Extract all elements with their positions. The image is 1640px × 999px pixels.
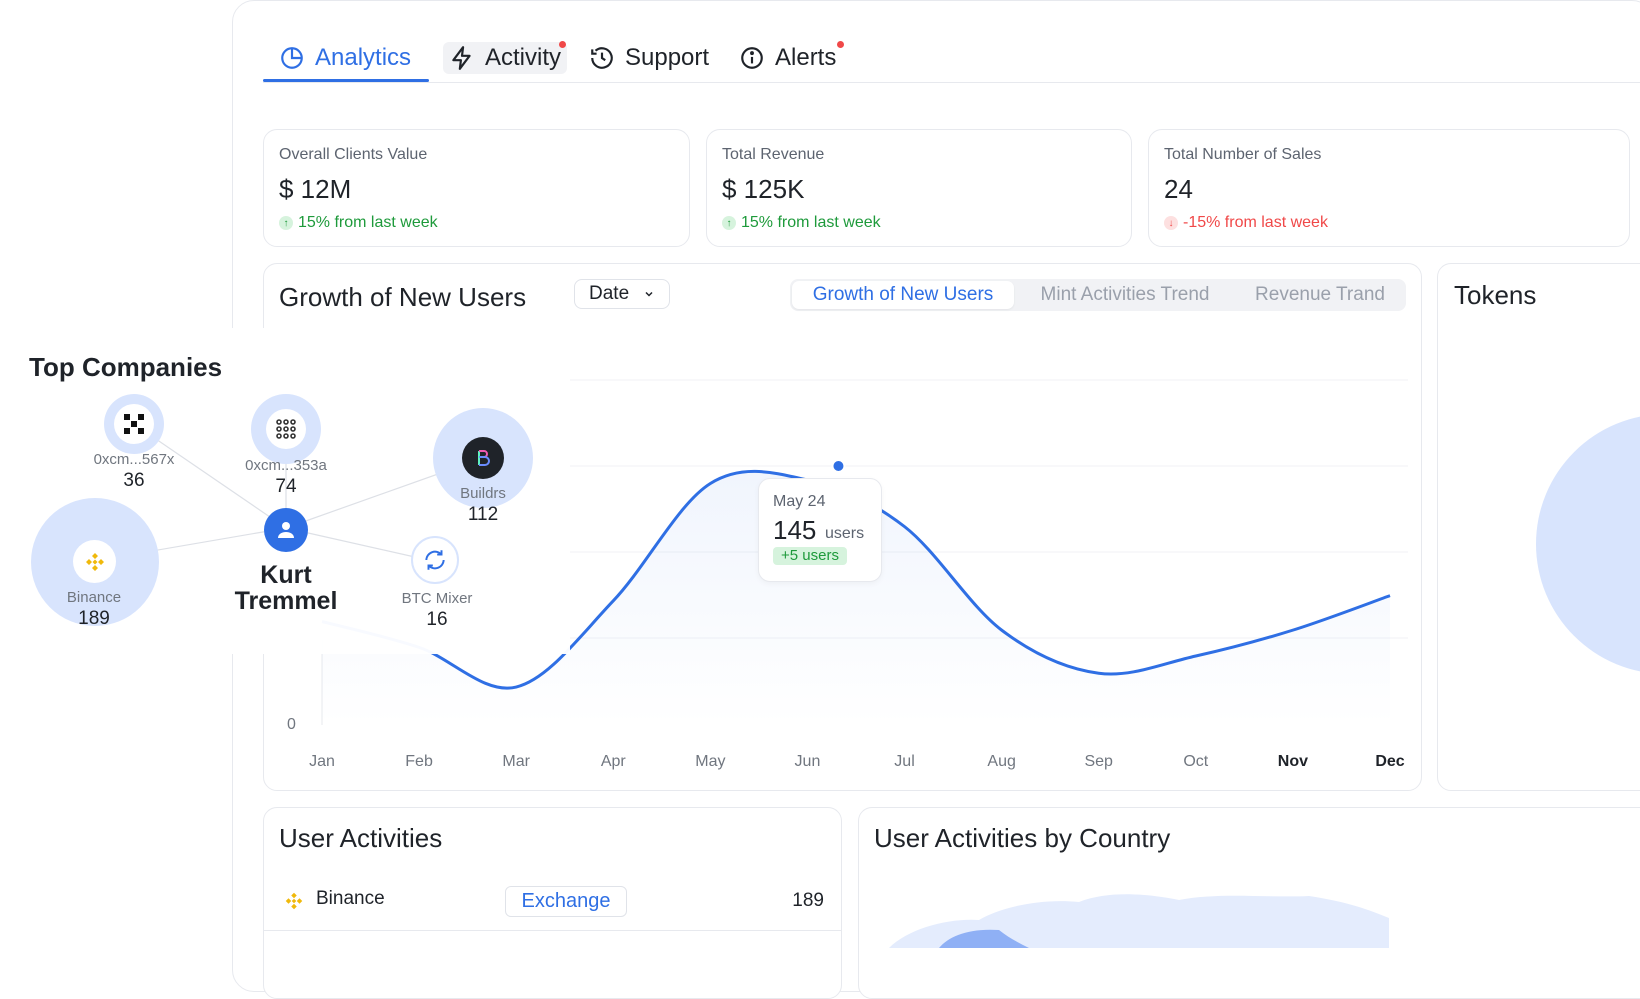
company-label: Binance xyxy=(66,589,122,606)
grid-dots-icon xyxy=(266,409,306,449)
x-axis-tick-label: Nov xyxy=(1277,753,1309,770)
stat-title: Overall Clients Value xyxy=(279,146,428,163)
tab-label: Alerts xyxy=(775,44,837,71)
tab-activity[interactable]: Activity xyxy=(443,42,568,74)
active-tab-indicator xyxy=(263,79,429,82)
refresh-icon[interactable] xyxy=(411,536,459,584)
history-icon xyxy=(591,47,613,69)
stat-value: 24 xyxy=(1164,174,1193,204)
x-axis-tick-label: Dec xyxy=(1375,753,1405,770)
tooltip-delta-badge: +5 users xyxy=(773,547,847,565)
stat-value: $ 125K xyxy=(722,174,805,204)
token-bubble xyxy=(1536,414,1640,674)
chevron-down-icon xyxy=(645,291,653,297)
chart-tooltip: May 24 145 users +5 users xyxy=(758,478,882,582)
tab-label: Activity xyxy=(485,44,562,71)
x-axis-tick-label: Feb xyxy=(405,753,433,770)
stat-card-clients-value: Overall Clients Value $ 12M ↑ 15% from l… xyxy=(263,129,690,247)
tab-label: Analytics xyxy=(315,44,412,71)
activity-name: Binance xyxy=(316,888,385,909)
x-axis-tick-label: Aug xyxy=(987,753,1016,770)
tokens-card: Tokens xyxy=(1437,263,1640,791)
stat-change: ↑ 15% from last week xyxy=(279,214,438,232)
tooltip-date: May 24 xyxy=(773,493,826,510)
segment-revenue[interactable]: Revenue Trand xyxy=(1255,284,1385,305)
stat-change-text: 15% from last week xyxy=(298,214,438,231)
tab-support[interactable]: Support xyxy=(589,36,709,80)
user-activities-card: User Activities Binance Exchange 189 xyxy=(263,807,842,999)
tab-label: Support xyxy=(625,44,710,71)
x-axis-tick-label: Jan xyxy=(309,753,335,770)
company-value: 189 xyxy=(78,608,110,629)
list-item[interactable]: Binance Exchange 189 xyxy=(279,884,824,920)
activity-notification-dot xyxy=(559,41,566,48)
stat-title: Total Number of Sales xyxy=(1164,146,1322,163)
center-user-name: Kurt Tremmel xyxy=(206,562,366,614)
x-axis-tick-label: Jun xyxy=(794,753,821,770)
x-axis-tick-label: Jul xyxy=(894,753,915,770)
series-area xyxy=(322,471,1390,725)
info-icon xyxy=(741,47,763,69)
world-map xyxy=(889,894,1389,948)
stat-change: ↑ 15% from last week xyxy=(722,214,881,232)
x-axis-tick-label: May xyxy=(695,753,726,770)
stat-title: Total Revenue xyxy=(722,146,825,163)
company-label: Buildrs xyxy=(460,485,506,502)
company-label: 0xcm...567x xyxy=(93,451,175,468)
x-axis-tick-label: Mar xyxy=(502,753,530,770)
center-user-name-line2: Tremmel xyxy=(234,587,338,615)
company-value: 16 xyxy=(426,609,448,630)
tab-analytics[interactable]: Analytics xyxy=(279,36,411,80)
arrow-down-icon: ↓ xyxy=(1164,216,1178,230)
user-avatar-icon[interactable] xyxy=(264,508,308,552)
tooltip-unit: users xyxy=(825,525,865,542)
company-value: 74 xyxy=(275,476,297,497)
growth-title: Growth of New Users xyxy=(279,282,527,312)
segment-growth[interactable]: Growth of New Users xyxy=(792,281,1014,309)
chart-type-segmented-control: Growth of New Users Mint Activities Tren… xyxy=(790,279,1406,311)
stat-card-total-sales: Total Number of Sales 24 ↓ -15% from las… xyxy=(1148,129,1630,247)
segment-mint-activities[interactable]: Mint Activities Trend xyxy=(1040,284,1210,305)
top-companies-overlay: Top Companies 0xcm...567x 36 0xcm...353a… xyxy=(0,328,570,654)
pie-chart-icon xyxy=(281,47,303,69)
stat-change-text: 15% from last week xyxy=(741,214,881,231)
stat-card-total-revenue: Total Revenue $ 125K ↑ 15% from last wee… xyxy=(706,129,1132,247)
okx-icon xyxy=(114,404,154,444)
stat-value: $ 12M xyxy=(279,174,352,204)
highlight-point[interactable] xyxy=(831,459,846,473)
x-axis-tick-label: Apr xyxy=(600,753,626,770)
company-label: BTC Mixer xyxy=(401,590,473,607)
binance-icon xyxy=(285,892,303,910)
center-user-name-line1: Kurt xyxy=(260,561,312,589)
y-axis-tick-label: 0 xyxy=(287,716,296,733)
user-activities-title: User Activities xyxy=(279,823,443,853)
alerts-notification-dot xyxy=(837,41,844,48)
tokens-title: Tokens xyxy=(1454,280,1537,310)
date-select-value: Date xyxy=(589,283,630,304)
user-activities-by-country-card: User Activities by Country xyxy=(858,807,1640,999)
tab-bar: Analytics Activity Support Alerts xyxy=(263,36,1640,83)
x-axis-tick-label: Oct xyxy=(1183,753,1209,770)
tooltip-value: 145 xyxy=(773,515,817,545)
x-axis-tick-label: Sep xyxy=(1084,753,1113,770)
country-title: User Activities by Country xyxy=(874,823,1171,853)
activity-value: 189 xyxy=(792,890,824,911)
company-value: 36 xyxy=(123,470,145,491)
activity-tag[interactable]: Exchange xyxy=(505,886,627,917)
stat-change: ↓ -15% from last week xyxy=(1164,214,1328,232)
top-companies-title: Top Companies xyxy=(29,352,223,382)
arrow-up-icon: ↑ xyxy=(722,216,736,230)
divider xyxy=(264,930,841,931)
buildrs-icon xyxy=(462,437,504,479)
arrow-up-icon: ↑ xyxy=(279,216,293,230)
stat-change-text: -15% from last week xyxy=(1183,214,1328,231)
company-label: 0xcm...353a xyxy=(245,457,327,474)
binance-icon xyxy=(73,540,116,583)
lightning-icon xyxy=(452,46,471,70)
company-value: 112 xyxy=(467,504,499,525)
date-select[interactable]: Date xyxy=(574,279,670,309)
tab-alerts[interactable]: Alerts xyxy=(739,36,836,80)
